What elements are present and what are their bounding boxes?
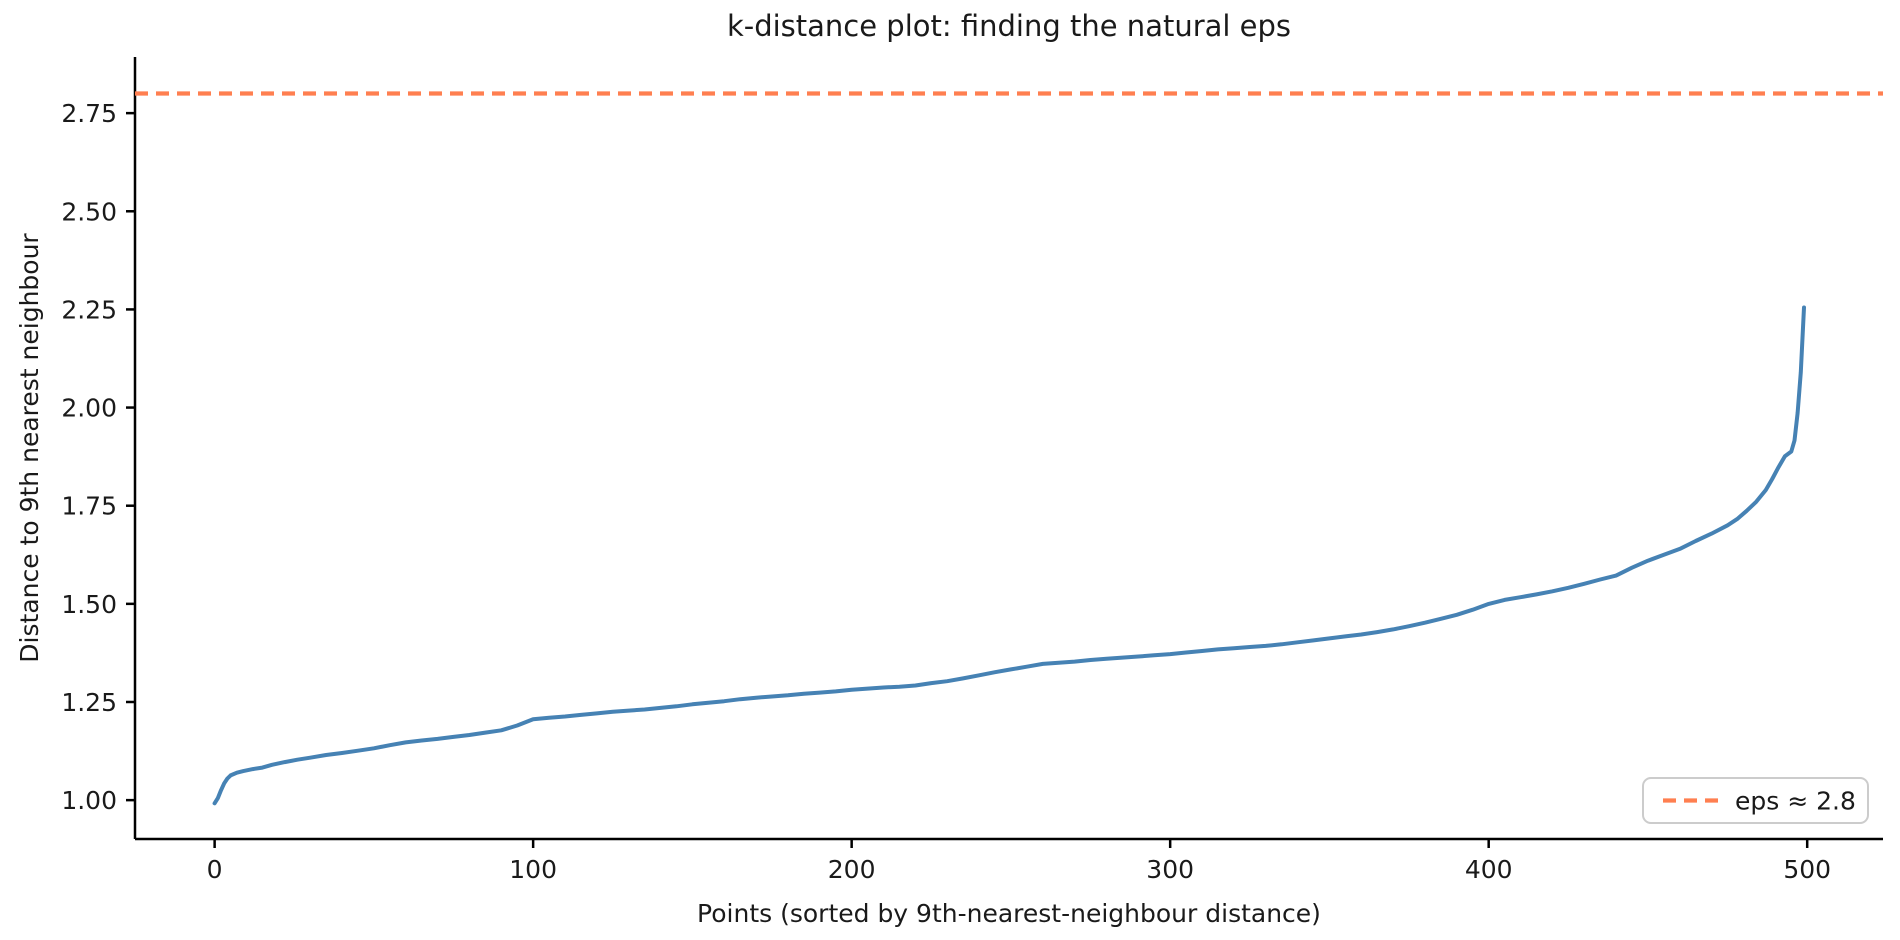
chart-static-text: k-distance plot: finding the natural eps… xyxy=(15,9,1321,928)
y-tick-label: 2.75 xyxy=(61,99,117,128)
y-tick-label: 2.25 xyxy=(61,295,117,324)
x-tick-label: 100 xyxy=(509,855,557,884)
y-tick-label: 1.25 xyxy=(61,688,117,717)
y-axis-label: Distance to 9th nearest neighbour xyxy=(15,233,44,663)
legend-entry-label: eps ≈ 2.8 xyxy=(1735,787,1856,816)
y-tick-label: 1.50 xyxy=(61,590,117,619)
axes: 0 100 200 300 400 500 1.00 1.25 1.50 1.75 2.00 2.25… xyxy=(61,57,1883,884)
x-tick-label: 200 xyxy=(828,855,876,884)
x-tick-label: 300 xyxy=(1146,855,1194,884)
y-tick-label: 1.00 xyxy=(61,786,117,815)
x-tick-label: 400 xyxy=(1465,855,1513,884)
legend-box xyxy=(1642,777,1869,824)
legend: eps ≈ 2.8 xyxy=(1642,777,1869,824)
k-distance-curve xyxy=(212,305,1806,806)
x-tick-label: 0 xyxy=(207,855,223,884)
x-tick-label: 500 xyxy=(1783,855,1831,884)
y-tick-label: 2.00 xyxy=(61,394,117,423)
data-series xyxy=(135,91,1883,806)
y-tick-label: 1.75 xyxy=(61,492,117,521)
chart-title: k-distance plot: finding the natural eps xyxy=(727,9,1291,43)
y-tick-label: 2.50 xyxy=(61,197,117,226)
x-axis-label: Points (sorted by 9th-nearest-neighbour … xyxy=(697,899,1321,928)
